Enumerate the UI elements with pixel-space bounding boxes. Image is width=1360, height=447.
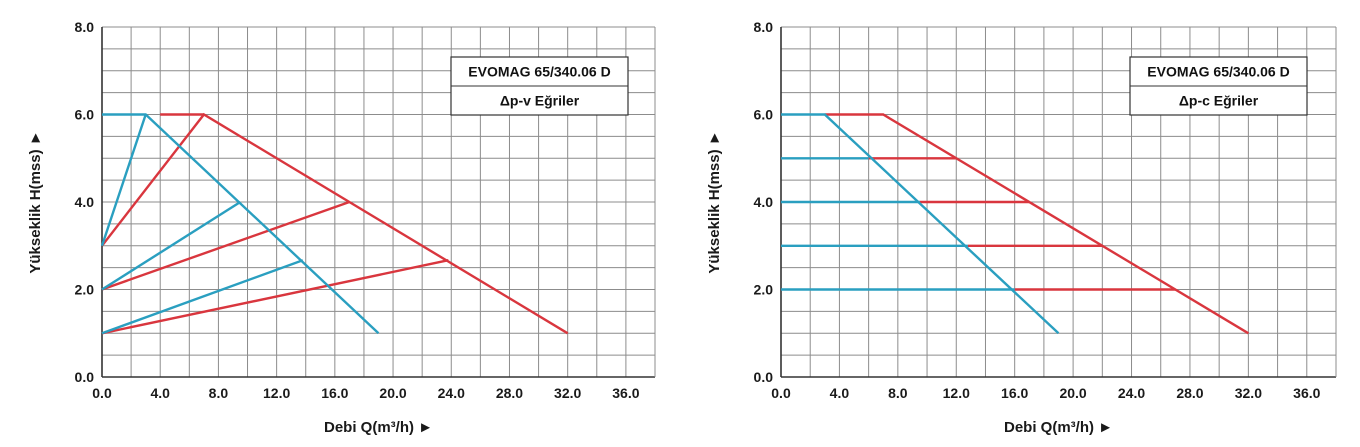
- x-tick-label: 32.0: [554, 385, 581, 401]
- y-tick-label: 4.0: [75, 194, 95, 210]
- x-tick-label: 8.0: [888, 385, 908, 401]
- y-tick-label: 6.0: [75, 107, 95, 123]
- series-line-6: [100, 114, 147, 247]
- x-tick-label: 36.0: [612, 385, 639, 401]
- y-tick-label: 2.0: [754, 282, 774, 298]
- series-line-4: [101, 259, 449, 335]
- x-tick-label: 28.0: [1176, 385, 1203, 401]
- series-line-8: [101, 259, 304, 335]
- y-tick-label: 8.0: [75, 19, 95, 35]
- title-box: EVOMAG 65/340.06 D Δp-c Eğriler: [1129, 56, 1308, 116]
- x-tick-label: 12.0: [943, 385, 970, 401]
- curve-type: Δp-v Eğriler: [500, 93, 580, 109]
- x-tick-label: 16.0: [1001, 385, 1028, 401]
- x-tick-label: 0.0: [92, 385, 112, 401]
- x-tick-label: 32.0: [1235, 385, 1262, 401]
- y-tick-label: 0.0: [754, 369, 774, 385]
- series-line-3: [101, 200, 350, 291]
- y-axis-label: Yükseklik H(mss) ►: [27, 130, 44, 273]
- x-tick-label: 20.0: [1059, 385, 1086, 401]
- chart-2: 0.0 4.0 8.0 12.0 16.0 20.0 24.0 28.0 32.0 36.0 0.0…: [706, 19, 1337, 436]
- x-axis-label: Debi Q(m³/h) ►: [324, 419, 433, 436]
- y-tick-label: 0.0: [75, 369, 95, 385]
- x-tick-label: 24.0: [438, 385, 465, 401]
- curve-type: Δp-c Eğriler: [1179, 93, 1259, 109]
- x-tick-label: 28.0: [496, 385, 523, 401]
- series-line-6: [781, 113, 1060, 335]
- title-box: EVOMAG 65/340.06 D Δp-v Eğriler: [450, 56, 629, 116]
- series-line-7: [101, 200, 241, 291]
- chart-1: 0.0 4.0 8.0 12.0 16.0 20.0 24.0 28.0 32.0 36.0 0.0…: [27, 19, 656, 436]
- x-tick-label: 8.0: [209, 385, 229, 401]
- x-tick-label: 24.0: [1118, 385, 1145, 401]
- grid: [101, 26, 656, 378]
- y-tick-label: 8.0: [754, 19, 774, 35]
- y-tick-label: 6.0: [754, 107, 774, 123]
- y-tick-label: 2.0: [75, 282, 95, 298]
- series-line-1: [824, 113, 1250, 335]
- x-tick-label: 12.0: [263, 385, 290, 401]
- x-tick-label: 36.0: [1293, 385, 1320, 401]
- x-tick-label: 4.0: [830, 385, 850, 401]
- x-tick-label: 4.0: [150, 385, 170, 401]
- y-axis-label: Yükseklik H(mss) ►: [706, 130, 723, 273]
- model-name: EVOMAG 65/340.06 D: [468, 64, 610, 80]
- x-tick-label: 16.0: [321, 385, 348, 401]
- model-name: EVOMAG 65/340.06 D: [1147, 64, 1289, 80]
- y-tick-label: 4.0: [754, 194, 774, 210]
- x-tick-label: 20.0: [379, 385, 406, 401]
- x-axis-label: Debi Q(m³/h) ►: [1004, 419, 1113, 436]
- x-tick-label: 0.0: [771, 385, 791, 401]
